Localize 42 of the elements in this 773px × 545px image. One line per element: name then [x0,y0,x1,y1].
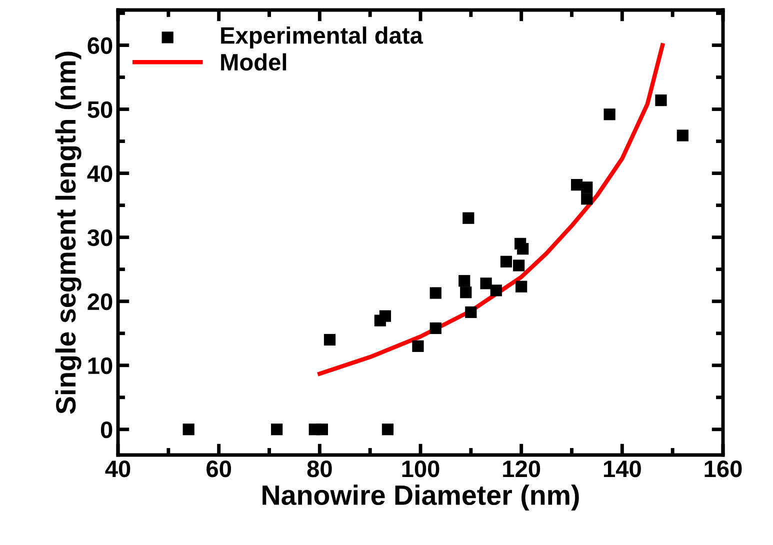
y-tick-label: 30 [87,229,112,246]
point [430,322,442,334]
point [604,108,616,120]
point [382,424,394,436]
x-axis-title: Nanowire Diameter (nm) [262,484,579,511]
point [430,287,442,299]
point [513,260,525,272]
y-tick-label: 10 [88,357,112,374]
y-tick-label: 0 [100,421,112,438]
x-tick-label: 80 [307,460,332,478]
point [490,284,502,296]
point [676,130,688,142]
point [379,310,392,322]
point [271,424,283,436]
x-tick-label: 140 [604,460,641,478]
point [316,424,328,436]
point [517,243,529,255]
point [581,182,593,194]
x-tick-label: 40 [105,460,130,478]
point [458,275,470,287]
point [516,280,528,292]
point [182,424,194,436]
y-tick-label: 40 [87,165,112,182]
point [412,340,424,352]
x-tick-label: 100 [402,460,440,478]
y-tick-label: 60 [88,37,112,54]
point [465,306,477,318]
point [655,94,667,106]
y-tick-label: 50 [88,101,112,118]
legend-label: Experimental data [221,26,424,49]
x-tick-label: 60 [206,460,231,478]
point [324,334,336,346]
point [500,256,512,268]
x-tick-label: 120 [503,460,540,478]
point [462,212,474,224]
y-axis-title: Single segment length (nm) [55,52,82,414]
x-tick-label: 160 [704,460,742,478]
point [480,278,492,290]
y-tick-label: 20 [88,293,112,310]
legend-label: Model [221,53,286,71]
point [581,193,593,205]
point [460,286,472,298]
